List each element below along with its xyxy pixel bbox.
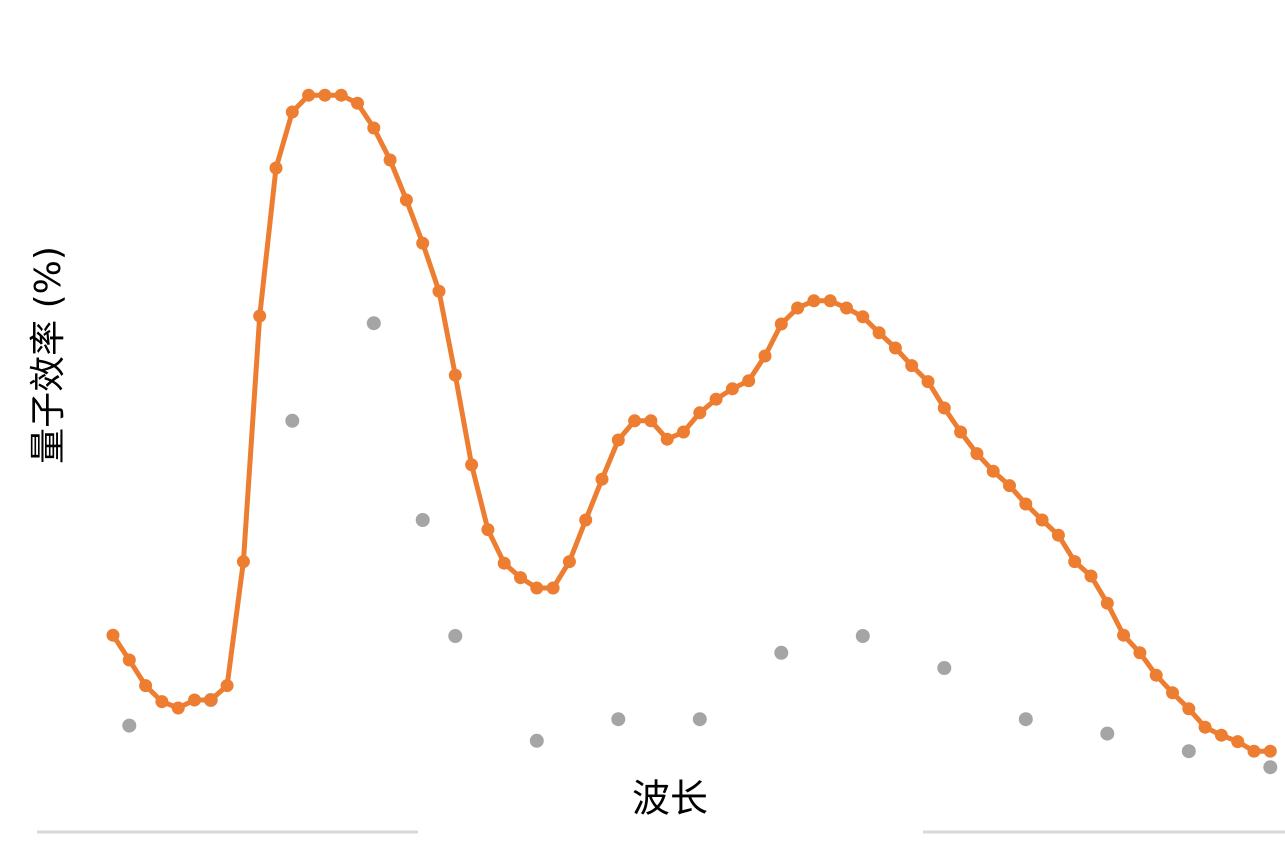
- orange-data-point: [285, 105, 299, 119]
- orange-data-point: [660, 432, 674, 446]
- orange-data-point: [579, 513, 593, 527]
- orange-data-point: [986, 464, 1000, 478]
- orange-data-point: [693, 406, 707, 420]
- x-axis-label: 波长: [631, 776, 709, 821]
- orange-data-point: [530, 581, 544, 595]
- orange-data-point: [514, 571, 527, 585]
- orange-data-point: [1084, 569, 1098, 583]
- orange-data-point: [888, 341, 902, 355]
- orange-data-point: [367, 121, 381, 135]
- orange-data-point: [399, 193, 413, 207]
- orange-data-point: [497, 556, 511, 570]
- orange-data-point: [139, 679, 153, 693]
- orange-data-point: [302, 88, 316, 102]
- orange-data-point: [106, 628, 120, 642]
- gray-data-point: [448, 629, 463, 643]
- orange-data-point: [318, 88, 332, 102]
- orange-data-point: [1198, 720, 1212, 734]
- orange-data-point: [188, 693, 201, 707]
- gray-data-point: [937, 661, 952, 675]
- gray-data-point: [122, 718, 137, 733]
- y-axis-label: 量子效率 (%): [28, 246, 69, 464]
- orange-data-point: [122, 653, 136, 667]
- orange-data-point: [628, 414, 642, 428]
- orange-data-point: [725, 382, 739, 396]
- orange-data-point: [954, 425, 968, 439]
- orange-data-point: [1068, 555, 1082, 569]
- orange-data-point: [1117, 628, 1131, 642]
- gray-data-point: [529, 733, 544, 748]
- orange-data-point: [1231, 735, 1245, 749]
- orange-data-point: [416, 236, 430, 250]
- orange-data-point: [236, 555, 250, 569]
- orange-data-point: [220, 679, 234, 693]
- gray-data-point: [692, 712, 707, 727]
- orange-data-point: [1247, 744, 1261, 758]
- orange-data-point: [611, 433, 625, 447]
- orange-data-point: [791, 301, 805, 315]
- gray-data-point: [415, 513, 430, 527]
- orange-data-point: [562, 555, 576, 569]
- orange-data-point: [1182, 702, 1196, 716]
- orange-data-point: [334, 88, 348, 102]
- orange-data-point: [970, 447, 984, 461]
- gray-data-point: [366, 316, 381, 331]
- orange-data-point: [546, 581, 560, 595]
- orange-data-point: [921, 375, 935, 389]
- gray-data-point: [855, 629, 870, 643]
- orange-data-point: [774, 317, 788, 331]
- orange-data-point: [448, 368, 462, 382]
- gray-data-point: [611, 712, 626, 727]
- orange-data-point: [253, 309, 267, 323]
- orange-data-point: [155, 695, 169, 709]
- orange-data-point: [1166, 686, 1179, 700]
- orange-data-point: [204, 693, 218, 707]
- orange-data-point: [1263, 744, 1277, 758]
- orange-data-point: [856, 310, 870, 324]
- orange-data-point: [709, 392, 723, 406]
- orange-data-point: [742, 374, 756, 388]
- orange-data-point: [872, 326, 886, 340]
- orange-data-point: [481, 523, 495, 537]
- orange-data-point: [1051, 528, 1065, 542]
- gray-data-point: [1018, 712, 1033, 727]
- orange-data-point: [807, 294, 821, 308]
- orange-data-point: [905, 359, 919, 373]
- orange-data-point: [171, 701, 185, 715]
- gray-data-point: [285, 413, 300, 428]
- orange-data-point: [1149, 668, 1163, 682]
- orange-data-point: [383, 153, 397, 167]
- gray-data-point: [774, 645, 789, 660]
- orange-data-point: [1133, 646, 1147, 660]
- orange-data-point: [351, 96, 364, 110]
- orange-data-point: [1019, 497, 1033, 511]
- orange-data-point: [644, 414, 658, 428]
- gray-data-point: [1181, 744, 1196, 759]
- orange-data-point: [840, 301, 853, 315]
- gray-data-point: [1100, 726, 1115, 741]
- orange-data-point: [1100, 596, 1114, 610]
- orange-data-point: [1214, 728, 1228, 742]
- orange-data-point: [432, 284, 446, 298]
- orange-data-point: [465, 458, 479, 472]
- gray-data-point: [1263, 760, 1278, 775]
- orange-data-point: [937, 401, 951, 415]
- orange-data-point: [823, 294, 837, 308]
- orange-data-point: [269, 161, 283, 175]
- orange-data-point: [595, 472, 609, 486]
- orange-data-point: [758, 349, 772, 363]
- orange-data-point: [1035, 513, 1049, 527]
- orange-data-point: [677, 425, 690, 439]
- orange-data-point: [1003, 479, 1016, 493]
